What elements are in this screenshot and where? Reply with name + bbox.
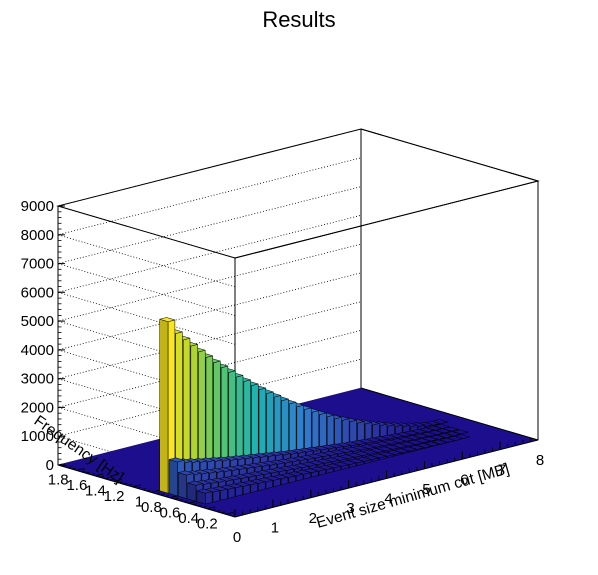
z-tick-label: 9000 xyxy=(21,198,54,215)
x-tick-label: 8 xyxy=(536,452,544,469)
y-axis-label: Frequency [Hz] xyxy=(31,412,127,486)
x-axis-ticks: 0 1 2 3 4 5 6 7 8 xyxy=(233,432,544,546)
y-tick-label: 0.2 xyxy=(197,515,218,532)
z-tick-label: 6000 xyxy=(21,284,54,301)
z-tick-label: 5000 xyxy=(21,313,54,330)
gridline-z xyxy=(56,214,362,345)
x-tick-label: 6 xyxy=(460,471,468,488)
z-tick-label: 1000 xyxy=(21,428,54,445)
y-tick-label: 1.4 xyxy=(85,482,106,499)
x-tick-label: 4 xyxy=(384,491,392,508)
z-tick-label: 0 xyxy=(46,457,54,474)
y-tick-label: 1.8 xyxy=(48,472,69,489)
z-tick-label: 2000 xyxy=(21,399,54,416)
x-tick-label: 0 xyxy=(233,529,241,546)
y-tick-label: 0.8 xyxy=(141,499,162,516)
y-axis-ticks: 0.20.40.60.81 1.21.41.61.8 xyxy=(48,463,234,532)
y-tick-label: 1 xyxy=(135,493,143,510)
chart-title: Results xyxy=(262,7,335,32)
z-tick-label: 4000 xyxy=(21,342,54,359)
z-tick-label: 8000 xyxy=(21,227,54,244)
z-axis-ticks: 0 1000 2000 3000 4000 5000 6000 7000 8000 9000 xyxy=(21,198,65,474)
x-tick-label: 7 xyxy=(498,462,506,479)
gridline-z xyxy=(56,243,362,374)
x-tick-label: 5 xyxy=(422,481,430,498)
bar xyxy=(453,434,471,440)
bars xyxy=(158,317,471,505)
y-tick-label: 0.4 xyxy=(178,510,199,527)
gridline-z xyxy=(56,186,362,316)
z-tick-label: 3000 xyxy=(21,371,54,388)
x-tick-label: 3 xyxy=(346,500,354,517)
x-tick-label: 2 xyxy=(309,510,317,527)
z-tick-label: 7000 xyxy=(21,256,54,273)
y-tick-label: 1.2 xyxy=(104,488,125,505)
y-tick-label: 1.6 xyxy=(66,477,87,494)
bar xyxy=(195,488,214,505)
bar xyxy=(158,317,176,494)
gridline-z xyxy=(56,157,362,288)
gridline-z xyxy=(56,128,362,259)
y-tick-label: 0.6 xyxy=(160,504,181,521)
x-tick-label: 1 xyxy=(271,519,279,536)
